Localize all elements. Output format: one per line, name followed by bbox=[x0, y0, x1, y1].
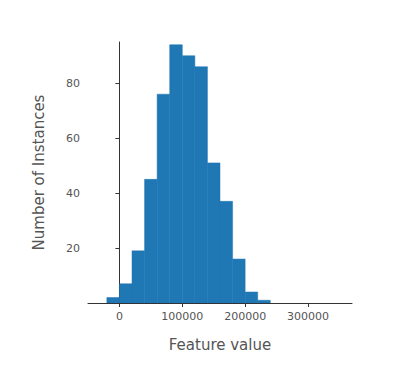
svg-text:Feature value: Feature value bbox=[169, 336, 271, 354]
svg-text:60: 60 bbox=[66, 132, 80, 145]
svg-text:40: 40 bbox=[66, 187, 80, 200]
svg-text:0: 0 bbox=[116, 310, 123, 323]
svg-text:20: 20 bbox=[66, 242, 80, 255]
svg-text:80: 80 bbox=[66, 77, 80, 90]
svg-text:Number of Instances: Number of Instances bbox=[30, 94, 48, 250]
svg-text:300000: 300000 bbox=[287, 310, 329, 323]
svg-text:100000: 100000 bbox=[161, 310, 203, 323]
svg-text:200000: 200000 bbox=[224, 310, 266, 323]
